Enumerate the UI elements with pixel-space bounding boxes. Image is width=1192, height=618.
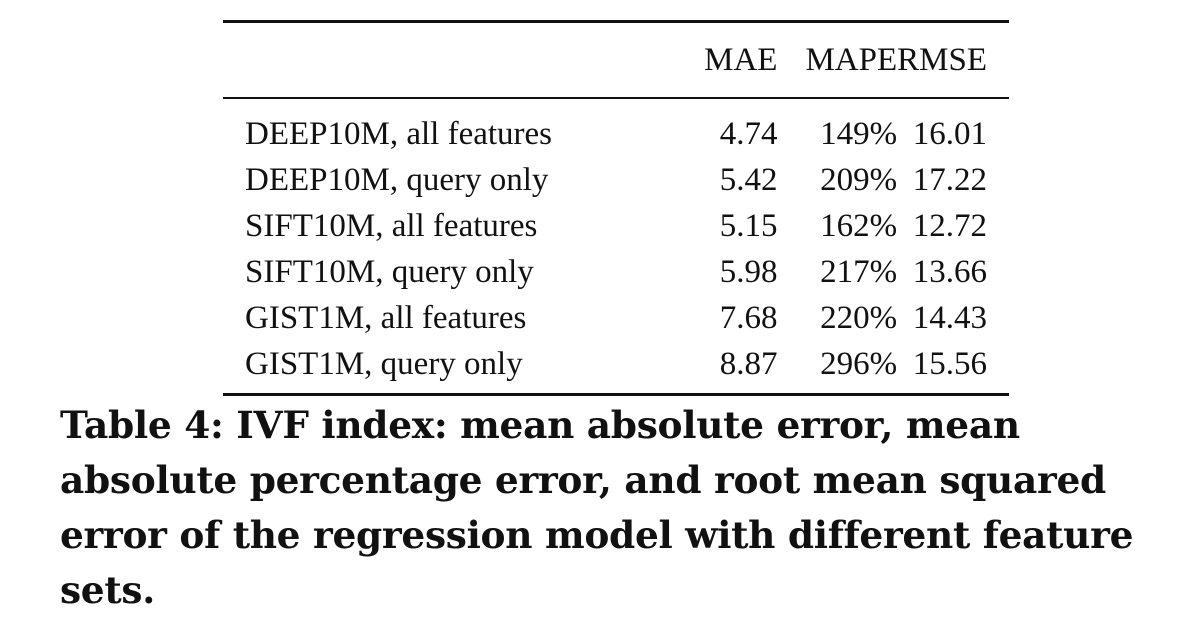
mape-cell: 209% [820,162,898,198]
table-row: GIST1M, all features 7.68 220% 14.43 [223,295,1009,341]
mae-cell: 4.74 [719,116,778,152]
rmse-cell: 16.01 [912,116,987,152]
mape-cell: 220% [820,300,898,336]
rmse-cell: 13.66 [912,254,987,290]
header-cell-mae: MAE [704,41,778,78]
mae-cell: 7.68 [719,300,778,336]
mae-cell: 5.42 [719,162,778,198]
table-row: SIFT10M, all features 5.15 162% 12.72 [223,203,1009,249]
rmse-cell: 17.22 [912,162,987,198]
mae-cell: 5.15 [719,208,778,244]
row-label: SIFT10M, query only [245,254,534,290]
table-row: DEEP10M, query only 5.42 209% 17.22 [223,157,1009,203]
mape-cell: 162% [820,208,898,244]
mape-cell: 296% [820,346,898,382]
rmse-cell: 14.43 [912,300,987,336]
table-row: DEEP10M, all features 4.74 149% 16.01 [223,98,1009,157]
results-table-container: MAE MAPE RMSE DEEP10M, all features 4.74… [223,20,1009,396]
rmse-cell: 12.72 [912,208,987,244]
row-label: DEEP10M, query only [245,162,549,198]
mape-cell: 217% [820,254,898,290]
row-label: SIFT10M, all features [245,208,538,244]
rmse-cell: 15.56 [912,346,987,382]
header-cell-empty [223,22,660,99]
table-caption: Table 4: IVF index: mean absolute error,… [60,403,1134,612]
header-cell-rmse: RMSE [897,41,987,78]
row-label: DEEP10M, all features [245,116,553,152]
table-row: GIST1M, query only 8.87 296% 15.56 [223,341,1009,395]
table-row: SIFT10M, query only 5.98 217% 13.66 [223,249,1009,295]
row-label: GIST1M, all features [245,300,527,336]
header-cell-mape: MAPE [805,41,898,78]
row-label: GIST1M, query only [245,346,523,382]
mae-cell: 5.98 [719,254,778,290]
mae-cell: 8.87 [719,346,778,382]
results-table: MAE MAPE RMSE DEEP10M, all features 4.74… [223,20,1009,396]
mape-cell: 149% [820,116,898,152]
table-header-row: MAE MAPE RMSE [223,21,1009,99]
